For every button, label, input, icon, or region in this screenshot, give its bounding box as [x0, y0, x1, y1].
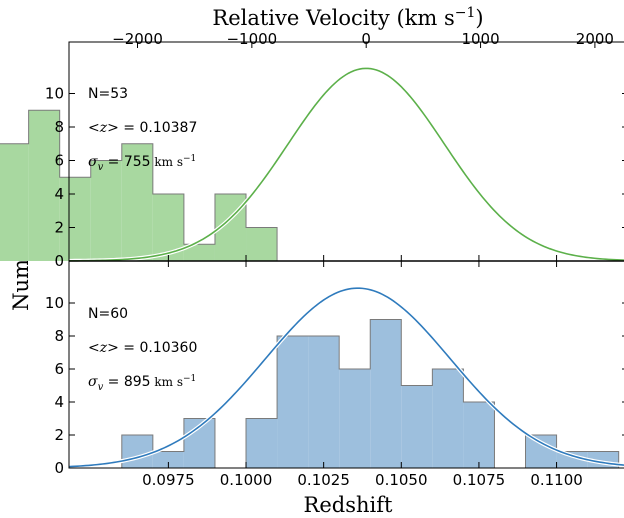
y-tick-label: 10 [45, 294, 64, 312]
x-axis-title: Redshift [304, 493, 393, 517]
y-tick-label: 6 [54, 360, 64, 378]
histogram-bar [370, 319, 402, 468]
y-tick-label: 4 [54, 185, 64, 203]
histogram-bar [556, 451, 588, 468]
x-tick-label: 0.1100 [530, 471, 583, 489]
y-tick-label: 2 [54, 219, 64, 237]
axes-layer: 0 2 4 6 8 10 0 2 4 6 8 10 0.0975 0.1000 0.1025 0.1050 0.… [45, 30, 624, 489]
sigma-annotation: σv = 895 km s−1 [88, 374, 196, 393]
histogram-bar [432, 369, 464, 468]
gaussian-curve [68, 67, 624, 262]
bottom-panel: N=60 <z> = 0.10360 σv = 895 km s−1 [68, 286, 624, 469]
count-annotation: N=60 [88, 306, 128, 322]
histogram-bar [339, 369, 371, 468]
histogram-bar [401, 385, 433, 468]
y-tick-label: 0 [54, 252, 64, 270]
histogram-bar [183, 244, 215, 261]
histogram-bar [525, 435, 557, 468]
top-axis-title: Relative Velocity (km s−1) [212, 5, 483, 30]
histogram-bar [463, 402, 495, 468]
histogram-bar [59, 177, 91, 261]
histogram-bar [121, 143, 153, 261]
y-tick-label: 6 [54, 152, 64, 170]
y-tick-label: 8 [54, 327, 64, 345]
x-tick-label: 0.0975 [142, 471, 195, 489]
velocity-tick-label: −1000 [226, 30, 277, 48]
x-tick-label: 0.1075 [453, 471, 506, 489]
histogram-bar [121, 435, 153, 468]
histogram-bar [277, 336, 309, 468]
histogram-outline [121, 319, 620, 469]
mean-annotation: <z> = 0.10387 [88, 120, 197, 136]
histogram-bar [308, 336, 340, 468]
y-tick-label: 8 [54, 118, 64, 136]
histogram-outline [0, 109, 278, 261]
y-tick-label: 4 [54, 393, 64, 411]
y-tick-label: 10 [45, 85, 64, 103]
velocity-tick-label: 1000 [461, 30, 499, 48]
mean-annotation: <z> = 0.10360 [88, 340, 197, 356]
histogram-bar [0, 143, 29, 261]
y-tick-label: 0 [54, 459, 64, 477]
histogram-bar [246, 418, 278, 468]
histogram-bar [90, 160, 122, 261]
velocity-tick-label: 0 [361, 30, 371, 48]
sigma-annotation: σv = 755 km s−1 [88, 154, 196, 173]
count-annotation: N=53 [88, 86, 128, 102]
gaussian-curve [68, 287, 624, 468]
x-tick-label: 0.1000 [220, 471, 273, 489]
plot-frame [68, 41, 624, 469]
histogram-bar [246, 227, 278, 261]
histogram-bar [152, 451, 184, 468]
histogram-bar [28, 110, 60, 261]
velocity-tick-label: −2000 [112, 30, 163, 48]
velocity-tick-label: 2000 [576, 30, 614, 48]
y-tick-label: 2 [54, 426, 64, 444]
top-panel: N=53 <z> = 0.10387 σv = 755 km s−1 [0, 66, 624, 263]
x-tick-label: 0.1050 [375, 471, 428, 489]
x-tick-label: 0.1025 [297, 471, 350, 489]
